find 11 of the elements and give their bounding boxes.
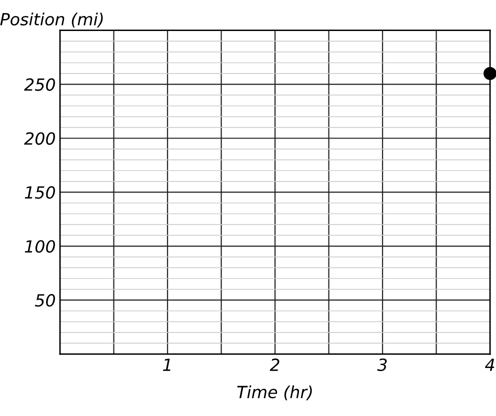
x-tick-label: 1: [163, 358, 170, 371]
x-tick-label: 3: [377, 358, 387, 372]
y-tick-label: 50: [34, 294, 56, 307]
y-tick-label: 150: [24, 186, 56, 199]
y-tick-label: 250: [24, 78, 56, 91]
y-tick-label: 200: [24, 132, 56, 145]
x-axis-title: Time (hr): [237, 385, 312, 400]
y-axis-title: Position (mi): [0, 12, 103, 28]
x-tick-label: 2: [270, 358, 280, 371]
x-tick-label: 4: [485, 358, 494, 371]
y-tick-label: 100: [24, 240, 56, 253]
